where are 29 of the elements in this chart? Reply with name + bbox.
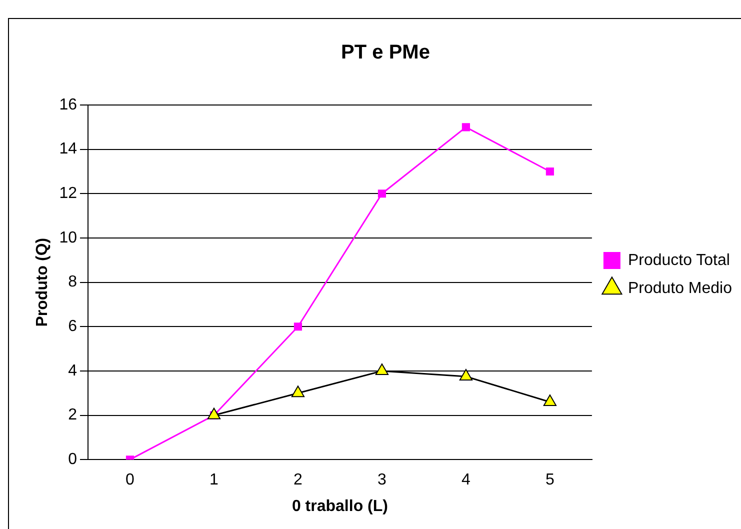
point (294, 322, 302, 331)
x-tick-label: 4 (462, 472, 470, 489)
x-tick-label: 5 (545, 472, 554, 489)
x-tick-label: 2 (294, 472, 303, 489)
point (546, 167, 554, 176)
y-tick-label: 0 (68, 451, 78, 468)
point (375, 363, 389, 375)
y-tick-label: 10 (59, 229, 78, 246)
y-tick-label: 6 (68, 318, 78, 336)
y-tick-label: 14 (59, 140, 78, 158)
chart-title: PT e PMe (341, 42, 430, 64)
point (207, 408, 221, 420)
point (543, 394, 557, 406)
y-tick-label: 16 (59, 96, 78, 114)
x-axis-title: 0 traballo (L) (292, 498, 388, 515)
y-tick-label: 4 (68, 362, 78, 380)
legend-label: Producto Total (628, 252, 730, 269)
y-tick-label: 8 (68, 274, 78, 291)
y-tick-label: 2 (68, 406, 78, 424)
point (291, 386, 305, 398)
point (462, 123, 470, 132)
y-axis-title: Produto (Q) (34, 238, 52, 327)
x-tick-label: 3 (378, 472, 387, 489)
x-tick-label: 0 (126, 472, 135, 489)
y-tick-label: 12 (59, 185, 78, 202)
point (378, 190, 386, 198)
x-tick-label: 1 (210, 472, 219, 489)
legend-label: Produto Medio (628, 280, 732, 297)
point (459, 368, 473, 380)
